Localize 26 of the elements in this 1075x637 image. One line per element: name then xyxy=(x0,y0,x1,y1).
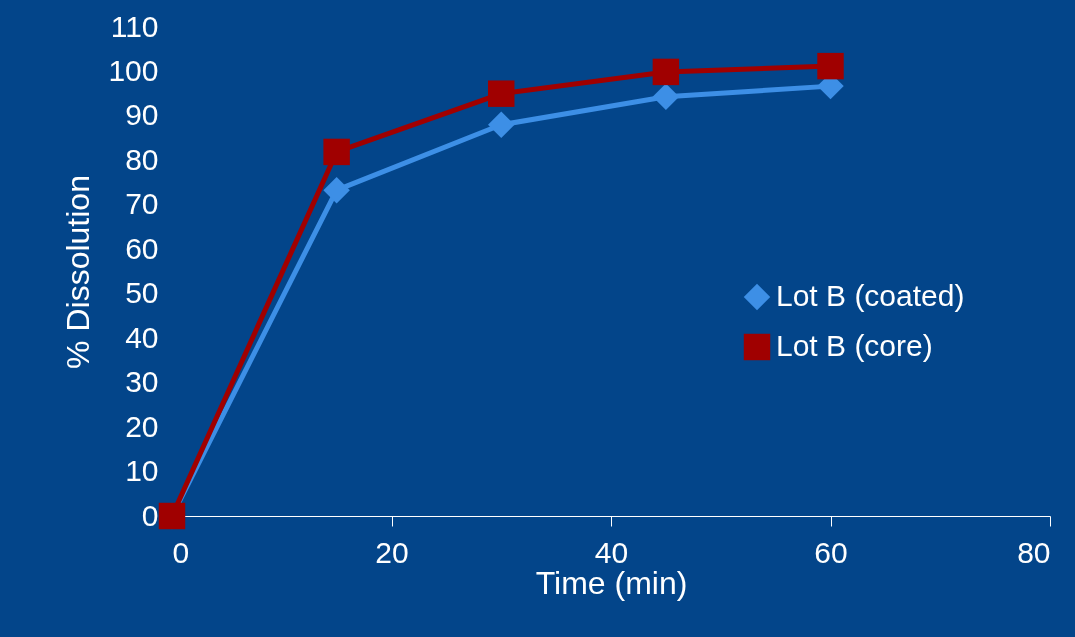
legend-label: Lot B (core) xyxy=(776,329,933,362)
point xyxy=(323,138,350,166)
point xyxy=(652,83,680,111)
point xyxy=(817,52,844,80)
legend-label: Lot B (coated) xyxy=(776,279,965,312)
y-tick-label: 10 xyxy=(125,454,159,488)
y-tick-label: 90 xyxy=(125,98,159,132)
point xyxy=(488,111,515,139)
y-tick-label: 80 xyxy=(125,142,159,176)
point xyxy=(323,176,350,204)
y-tick-label: 50 xyxy=(125,276,159,310)
point xyxy=(652,58,680,86)
x-tick-label: 0 xyxy=(172,535,190,569)
y-tick-label: 110 xyxy=(110,9,159,43)
y-tick-label: 0 xyxy=(141,498,159,532)
y-tick-label: 60 xyxy=(125,231,159,265)
x-tick-label: 20 xyxy=(375,535,409,569)
y-tick-label: 30 xyxy=(125,365,159,399)
y-tick-label: 20 xyxy=(125,409,159,443)
y-tick-label: 40 xyxy=(125,320,159,354)
x-tick-label: 60 xyxy=(814,535,848,569)
y-tick-label: 100 xyxy=(108,53,159,87)
y-tick-label: 70 xyxy=(125,187,159,221)
y-axis-title: % Dissolution xyxy=(60,175,97,369)
point xyxy=(488,80,515,107)
x-tick-label: 80 xyxy=(1017,535,1051,569)
